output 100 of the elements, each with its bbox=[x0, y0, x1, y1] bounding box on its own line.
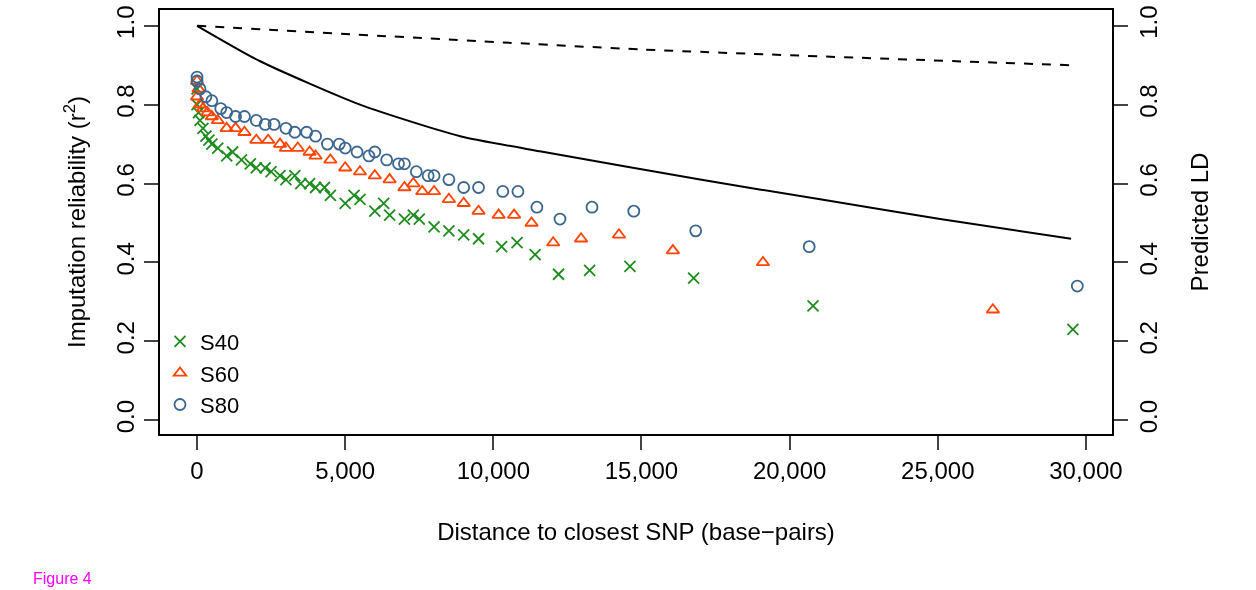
y-tick-label: 0.4 bbox=[112, 242, 140, 276]
x-tick-label: 20,000 bbox=[752, 456, 827, 484]
y2-axis-title: Predicted LD bbox=[1185, 152, 1213, 292]
point bbox=[211, 141, 225, 155]
point bbox=[190, 70, 204, 84]
point bbox=[214, 102, 228, 115]
point bbox=[353, 192, 367, 206]
point bbox=[623, 259, 637, 273]
point bbox=[457, 228, 471, 242]
point bbox=[192, 106, 205, 119]
y2-tick-label: 0.0 bbox=[1134, 399, 1162, 434]
point bbox=[456, 196, 471, 207]
point bbox=[802, 240, 816, 254]
x-axis-title: Distance to closest SNP (base−pairs) bbox=[437, 517, 835, 545]
point bbox=[205, 137, 219, 151]
point bbox=[442, 173, 456, 186]
point bbox=[288, 125, 302, 139]
point bbox=[382, 173, 397, 184]
point bbox=[338, 141, 352, 155]
point bbox=[332, 137, 346, 151]
point bbox=[491, 208, 506, 219]
point bbox=[279, 121, 293, 135]
x-tick-label: 15,000 bbox=[604, 456, 679, 484]
x-tick-label: 30,000 bbox=[1049, 456, 1123, 484]
point bbox=[302, 145, 317, 156]
point bbox=[338, 196, 352, 210]
point bbox=[421, 169, 435, 183]
point bbox=[406, 177, 421, 188]
point bbox=[412, 212, 426, 226]
point bbox=[264, 165, 278, 179]
point bbox=[406, 208, 420, 222]
point bbox=[323, 153, 338, 164]
point bbox=[552, 267, 565, 281]
y2-tick-label: 0.2 bbox=[1134, 321, 1162, 355]
y2-tick-label: 0.4 bbox=[1134, 242, 1162, 276]
point bbox=[528, 248, 542, 261]
point bbox=[199, 129, 213, 143]
point bbox=[226, 145, 239, 159]
point bbox=[472, 232, 485, 246]
point bbox=[398, 157, 411, 171]
y-tick-label: 0.6 bbox=[112, 163, 140, 197]
legend-label: S60 bbox=[200, 361, 240, 387]
point bbox=[321, 137, 334, 151]
caption: Figure 4 bbox=[33, 570, 92, 587]
point bbox=[524, 216, 539, 227]
point bbox=[279, 173, 293, 186]
x-tick-label: 25,000 bbox=[901, 456, 975, 484]
point bbox=[383, 208, 397, 222]
point bbox=[220, 149, 234, 163]
y2-tick-label: 1.0 bbox=[1134, 5, 1162, 39]
point bbox=[219, 121, 234, 132]
point bbox=[472, 181, 485, 194]
point bbox=[427, 220, 441, 234]
point bbox=[199, 90, 213, 104]
point bbox=[249, 114, 263, 127]
x-tick-label: 0 bbox=[190, 456, 204, 484]
point bbox=[689, 224, 703, 238]
point bbox=[237, 125, 252, 136]
point bbox=[196, 121, 210, 135]
point bbox=[267, 117, 281, 131]
point bbox=[1066, 323, 1080, 336]
point bbox=[392, 157, 405, 171]
point bbox=[496, 185, 510, 198]
point bbox=[627, 204, 641, 218]
legend-label: S40 bbox=[200, 329, 240, 355]
y2-tick-label: 0.8 bbox=[1134, 84, 1162, 118]
point bbox=[323, 188, 337, 202]
point bbox=[273, 169, 287, 183]
point bbox=[510, 236, 524, 250]
point bbox=[398, 212, 411, 226]
point bbox=[585, 200, 599, 214]
point bbox=[427, 169, 441, 183]
point bbox=[687, 271, 701, 285]
point bbox=[368, 204, 382, 218]
point bbox=[238, 110, 251, 123]
point bbox=[471, 204, 486, 215]
point bbox=[243, 157, 257, 171]
point bbox=[229, 110, 242, 123]
point bbox=[368, 145, 382, 159]
point bbox=[228, 121, 243, 132]
legend-label: S80 bbox=[200, 393, 240, 419]
y-tick-label: 1.0 bbox=[112, 5, 140, 39]
x-tick-label: 5,000 bbox=[315, 456, 376, 484]
point bbox=[397, 181, 412, 192]
point bbox=[377, 196, 391, 210]
y-tick-label: 0.0 bbox=[112, 399, 140, 434]
point bbox=[511, 185, 525, 198]
point bbox=[249, 133, 264, 144]
point bbox=[553, 212, 567, 226]
y2-tick-label: 0.6 bbox=[1134, 163, 1162, 197]
point bbox=[362, 149, 376, 163]
point bbox=[806, 299, 820, 313]
point bbox=[193, 114, 207, 127]
point bbox=[350, 145, 364, 159]
x-tick-label: 10,000 bbox=[456, 456, 531, 484]
point bbox=[235, 153, 248, 167]
point bbox=[220, 106, 234, 119]
point bbox=[347, 188, 361, 202]
point bbox=[1070, 279, 1084, 293]
y-tick-label: 0.8 bbox=[112, 84, 140, 118]
